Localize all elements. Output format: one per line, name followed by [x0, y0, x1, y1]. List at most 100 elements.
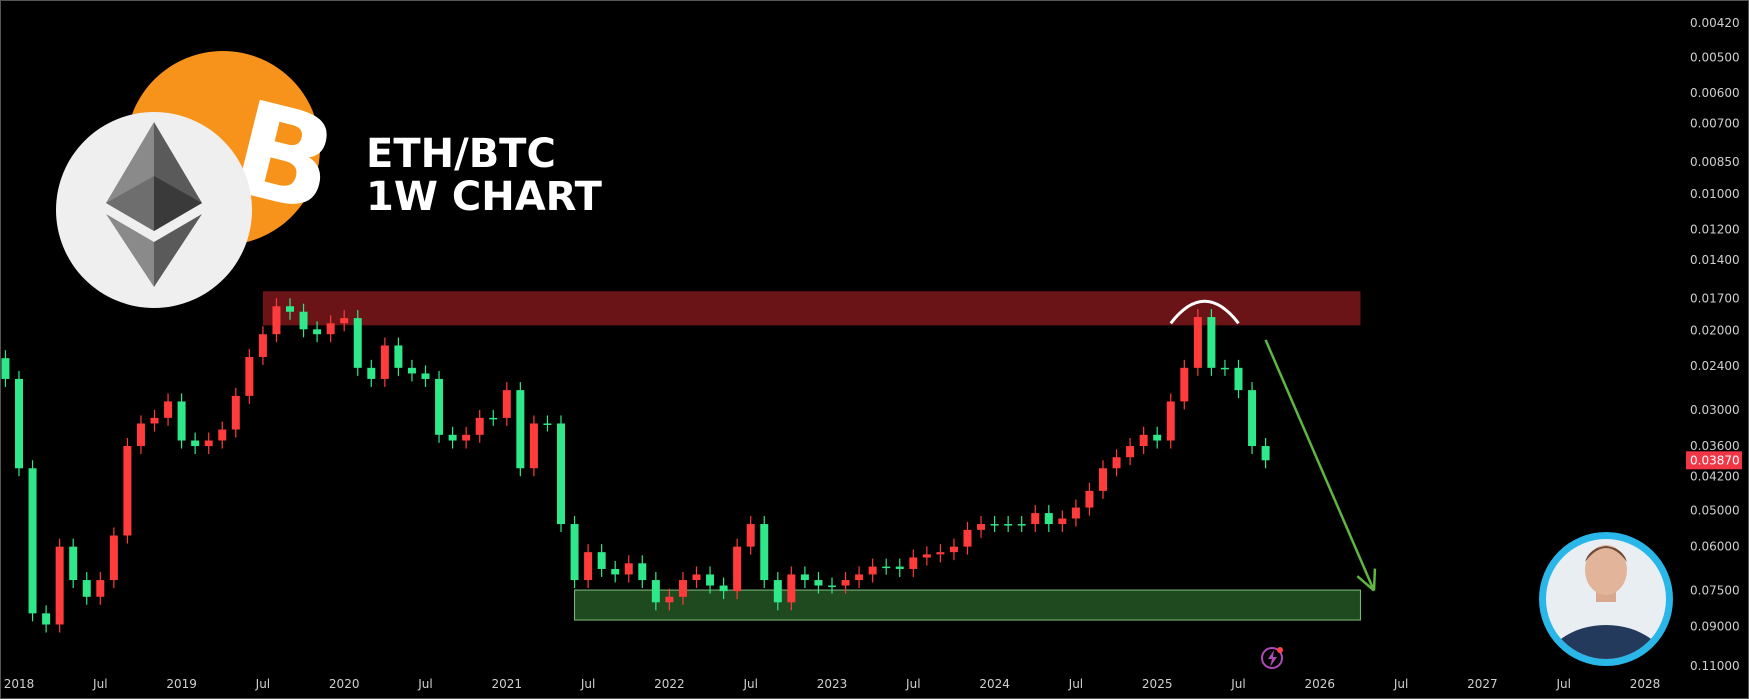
- candle: [529, 423, 538, 469]
- candle: [665, 596, 674, 603]
- time-tick-label: Jul: [255, 677, 270, 691]
- price-tick-label: 0.04200: [1690, 469, 1740, 483]
- candle: [597, 552, 606, 569]
- candle: [895, 566, 904, 569]
- time-tick-label: Jul: [580, 677, 595, 691]
- time-tick-label: 2021: [492, 677, 523, 691]
- candle: [516, 390, 525, 469]
- candles: [1, 298, 1270, 633]
- candle: [326, 323, 335, 335]
- price-axis[interactable]: 0.00420 0.00500 0.00600 0.00700 0.00850 0.010…: [1686, 16, 1742, 673]
- time-tick-label: 2018: [4, 677, 35, 691]
- candle: [922, 554, 931, 558]
- candle: [977, 524, 986, 530]
- candle: [746, 524, 755, 547]
- candle: [82, 580, 91, 597]
- time-tick-label: 2022: [654, 677, 685, 691]
- candle: [773, 580, 782, 603]
- resistance-zone: [262, 291, 1361, 326]
- candle: [150, 417, 159, 424]
- candle: [936, 552, 945, 555]
- price-tick-label: 0.00500: [1690, 50, 1740, 64]
- avatar: [1539, 532, 1673, 666]
- time-tick-label: Jul: [417, 677, 432, 691]
- price-tick-label: 0.01700: [1690, 291, 1740, 305]
- price-tick-label: 0.01000: [1690, 187, 1740, 201]
- candle: [787, 574, 796, 603]
- candle: [1112, 457, 1121, 469]
- time-tick-label: 2020: [329, 677, 360, 691]
- ethereum-logo: [56, 112, 252, 308]
- price-tick-label: 0.07500: [1690, 584, 1740, 598]
- price-tick-label: 0.02000: [1690, 323, 1740, 337]
- candle: [177, 401, 186, 441]
- candle: [1261, 446, 1270, 461]
- price-tick-label: 0.03600: [1690, 439, 1740, 453]
- zones: [262, 291, 1361, 621]
- time-tick-label: Jul: [1068, 677, 1083, 691]
- chart-title-line-2: 1W CHART: [366, 174, 603, 220]
- candle: [245, 356, 254, 396]
- candle: [814, 580, 823, 586]
- candle: [380, 345, 389, 379]
- price-tick-label: 0.09000: [1690, 619, 1740, 633]
- candle: [990, 524, 999, 526]
- candle: [706, 574, 715, 586]
- price-tick-label: 0.06000: [1690, 540, 1740, 554]
- candle: [638, 563, 647, 581]
- arrow-head: [1372, 568, 1377, 591]
- candle: [164, 401, 173, 418]
- candle: [963, 529, 972, 547]
- candle: [800, 574, 809, 581]
- candle: [651, 580, 660, 603]
- candle: [1220, 367, 1229, 370]
- candle: [841, 580, 850, 586]
- price-tick-label: 0.11000: [1690, 659, 1740, 673]
- candle: [367, 367, 376, 379]
- candle: [855, 574, 864, 581]
- time-tick-label: Jul: [1230, 677, 1245, 691]
- price-tick-label: 0.00420: [1690, 16, 1740, 30]
- candle: [435, 378, 444, 435]
- candle: [136, 423, 145, 447]
- candle: [15, 378, 23, 469]
- time-tick-label: Jul: [1555, 677, 1570, 691]
- time-tick-label: 2024: [979, 677, 1010, 691]
- candle: [1031, 513, 1040, 525]
- last-price-badge: [1686, 451, 1742, 470]
- time-tick-label: 2025: [1142, 677, 1173, 691]
- time-tick-label: 2019: [166, 677, 197, 691]
- price-tick-label: 0.00700: [1690, 117, 1740, 131]
- price-tick-label: 0.00850: [1690, 155, 1740, 169]
- candle: [286, 306, 294, 312]
- candle: [191, 440, 200, 447]
- candle: [584, 552, 593, 581]
- candle: [258, 334, 267, 357]
- candle: [1180, 367, 1189, 402]
- candle: [949, 546, 958, 553]
- candle: [1207, 317, 1216, 368]
- time-axis[interactable]: 2018 Jul 2019 Jul 2020 Jul 2021 Jul 2022 Jul 2023 J…: [4, 677, 1661, 691]
- candle: [299, 311, 308, 330]
- candle: [475, 417, 484, 435]
- candle: [1071, 507, 1080, 519]
- candle: [55, 546, 64, 625]
- candle: [868, 566, 877, 575]
- candle: [882, 566, 891, 569]
- candle: [1248, 390, 1257, 447]
- candle: [1126, 446, 1135, 458]
- candle: [557, 423, 565, 525]
- candle: [109, 535, 118, 581]
- candle: [719, 585, 728, 592]
- candle: [1058, 518, 1067, 525]
- candle: [502, 390, 511, 418]
- candle: [231, 395, 240, 430]
- candle: [1085, 490, 1094, 508]
- candle: [489, 417, 498, 420]
- candle: [407, 367, 416, 374]
- time-tick-label: Jul: [92, 677, 107, 691]
- candle: [1234, 367, 1243, 391]
- candle: [313, 329, 322, 335]
- lightning-icon[interactable]: [1261, 647, 1283, 669]
